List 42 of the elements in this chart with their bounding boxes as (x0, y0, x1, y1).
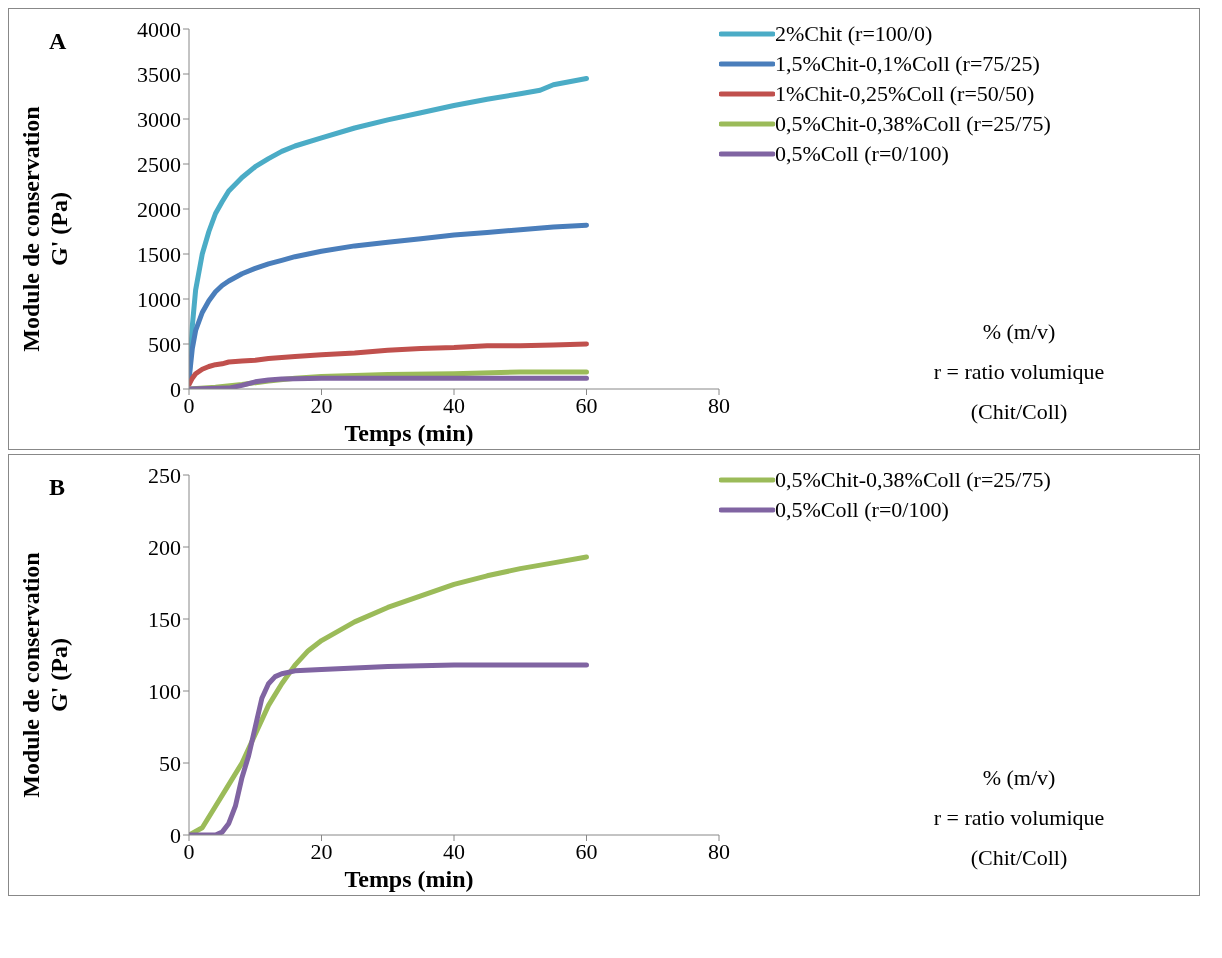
x-tick-label: 60 (575, 392, 598, 418)
legend-label: 1%Chit-0,25%Coll (r=50/50) (775, 80, 1035, 108)
legend-label: 0,5%Chit-0,38%Coll (r=25/75) (775, 110, 1051, 138)
text: (Chit/Coll) (969, 399, 1069, 425)
legend-label: 1,5%Chit-0,1%Coll (r=75/25) (775, 50, 1040, 78)
y-tick-label: 250 (148, 462, 181, 488)
y-tick-label: 2500 (137, 151, 181, 177)
legend-label: 2%Chit (r=100/0) (775, 20, 933, 48)
x-axis-title: Temps (min) (344, 420, 474, 446)
x-tick-label: 40 (443, 392, 465, 418)
y-tick-label: 1000 (137, 286, 181, 312)
legend-label: 0,5%Coll (r=0/100) (775, 496, 949, 524)
text: % (m/v) (981, 765, 1057, 791)
y-tick-label: 200 (148, 534, 181, 560)
y-tick-label: 500 (148, 331, 181, 357)
y-tick-label: 0 (170, 376, 181, 402)
y-tick-label: 4000 (137, 16, 181, 42)
y-tick-label: 2000 (137, 196, 181, 222)
y-tick-label: 150 (148, 606, 181, 632)
y-tick-label: 1500 (137, 241, 181, 267)
y-tick-label: 50 (159, 750, 181, 776)
text: % (m/v) (981, 319, 1057, 345)
x-axis-title: Temps (min) (344, 866, 474, 892)
text: r = ratio volumique (932, 805, 1106, 831)
chart-title: A (49, 28, 67, 54)
legend-label: 0,5%Chit-0,38%Coll (r=25/75) (775, 466, 1051, 494)
y-tick-label: 3500 (137, 61, 181, 87)
text: r = ratio volumique (932, 359, 1106, 385)
y-tick-label: 100 (148, 678, 181, 704)
legend-label: 0,5%Coll (r=0/100) (775, 140, 949, 168)
x-tick-label: 20 (310, 838, 333, 864)
y-axis-title: Module de conservation G' (Pa) (18, 106, 72, 352)
text: (Chit/Coll) (969, 845, 1069, 871)
x-tick-label: 40 (443, 838, 465, 864)
x-tick-label: 80 (708, 838, 730, 864)
x-tick-label: 20 (310, 392, 333, 418)
y-tick-label: 3000 (137, 106, 181, 132)
y-tick-label: 0 (170, 822, 181, 848)
x-tick-label: 60 (575, 838, 598, 864)
x-tick-label: 80 (708, 392, 730, 418)
y-axis-title: Module de conservation G' (Pa) (18, 552, 72, 798)
chart-title: B (49, 474, 66, 500)
